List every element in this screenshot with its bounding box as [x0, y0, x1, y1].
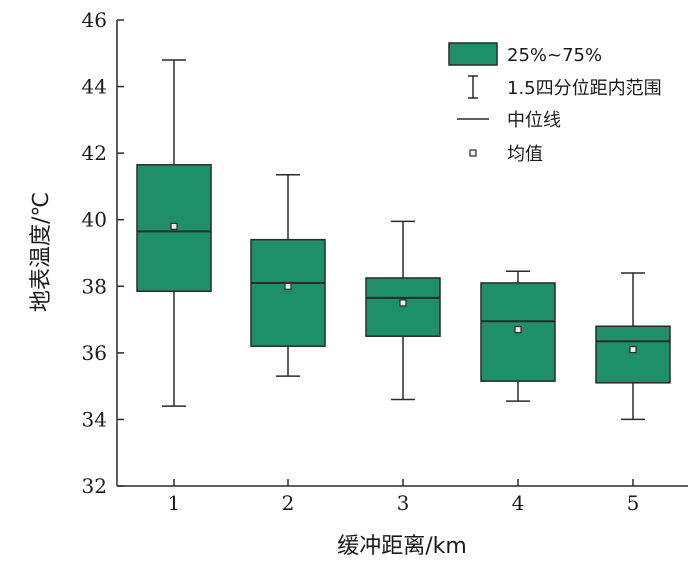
y-tick-label: 46	[82, 8, 107, 32]
y-tick-label: 40	[82, 208, 107, 232]
x-tick-label: 1	[168, 491, 181, 515]
x-axis-title: 缓冲距离/km	[337, 534, 467, 559]
mean-marker	[629, 345, 637, 354]
mean-marker	[399, 299, 407, 307]
y-tick-label: 32	[82, 474, 107, 498]
x-tick-label: 4	[512, 491, 525, 515]
y-tick-label: 36	[82, 341, 107, 365]
y-tick-label: 42	[82, 141, 107, 165]
x-tick-label: 5	[627, 491, 640, 515]
legend-label: 均值	[507, 144, 543, 165]
x-tick-label: 3	[397, 491, 410, 515]
legend-label: 中位线	[507, 110, 561, 131]
box-category-4	[480, 270, 556, 402]
mean-marker	[514, 325, 522, 334]
y-axis-title: 地表温度/℃	[29, 192, 54, 312]
legend-entry-median: 中位线	[457, 110, 561, 131]
y-tick-label: 34	[82, 407, 107, 431]
iqr-box	[365, 277, 441, 337]
mean-marker	[284, 282, 292, 290]
iqr-box	[250, 238, 326, 347]
legend-entry-whisker: 1.5四分位距内范围	[468, 75, 662, 99]
legend-entry-mean: 均值	[469, 144, 543, 165]
box-category-2	[250, 174, 326, 377]
legend-mean-swatch	[469, 149, 477, 157]
legend-box-swatch	[448, 42, 498, 66]
legend-label: 1.5四分位距内范围	[507, 78, 662, 99]
box-category-3	[365, 220, 441, 401]
mean-marker	[170, 222, 178, 230]
y-tick-label: 44	[82, 75, 107, 99]
y-tick-label: 38	[82, 274, 107, 298]
x-tick-label: 2	[282, 491, 295, 515]
box-category-1	[136, 59, 212, 407]
legend-entry-box: 25%~75%	[448, 42, 602, 66]
iqr-box	[595, 325, 671, 384]
legend-label: 25%~75%	[507, 45, 602, 66]
box-category-5	[595, 272, 671, 421]
